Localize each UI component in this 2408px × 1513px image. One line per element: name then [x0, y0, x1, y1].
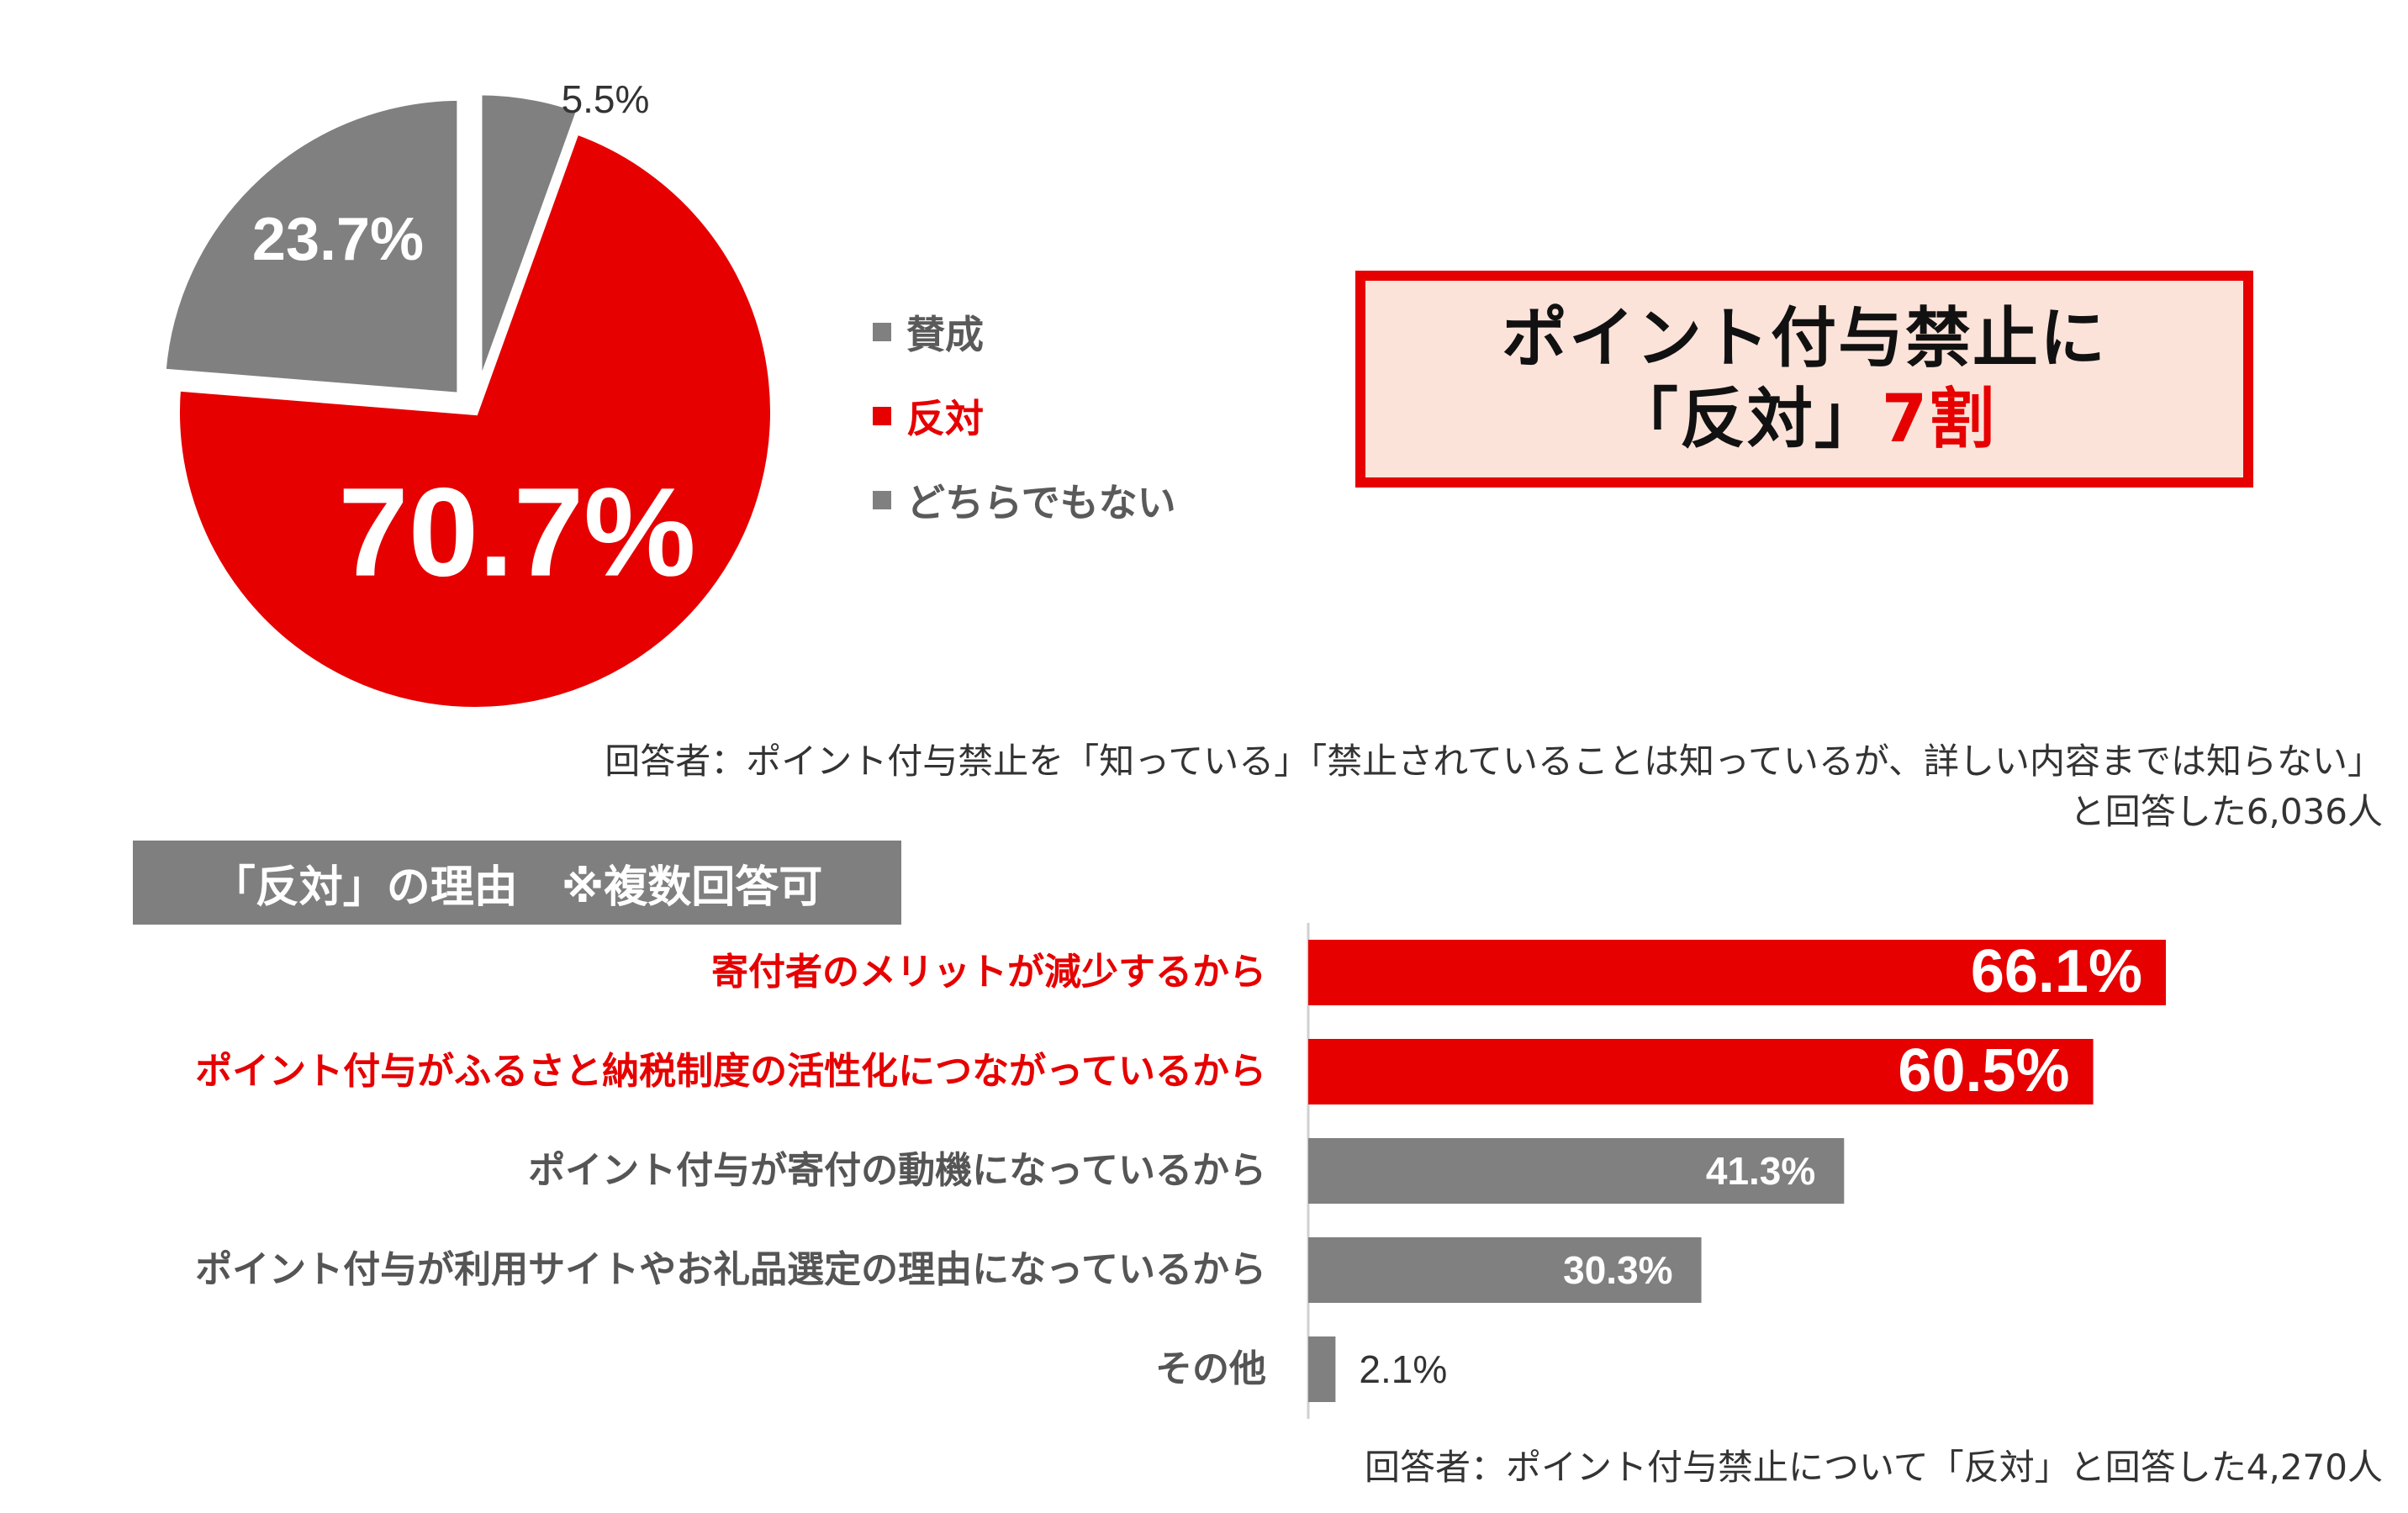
- pie-respondent-note-line1: 回答者：ポイント付与禁止を「知っている」「禁止されていることは知っているが、詳し…: [605, 741, 2383, 782]
- bar-category-label: 寄付者のメリットが減少するから: [711, 951, 1266, 994]
- legend-swatch-oppose: [873, 407, 891, 425]
- bar-category-label: ポイント付与が利用サイトやお礼品選定の理由になっているから: [195, 1248, 1266, 1291]
- bar-value-label: 30.3%: [1563, 1248, 1672, 1292]
- legend-item-neutral: どちらでもない: [873, 472, 1176, 528]
- pie-slice-label: 70.7%: [338, 461, 695, 603]
- legend-swatch-agree: [873, 323, 891, 341]
- headline-box: ポイント付与禁止に 「反対」7割: [1355, 271, 2253, 488]
- headline-line2: 「反対」7割: [1613, 379, 1996, 460]
- headline-line2-prefix: 「反対」: [1612, 382, 1882, 457]
- legend-swatch-neutral: [873, 491, 891, 509]
- pie-chart: 5.5% 70.7% 23.7%: [159, 77, 777, 714]
- bar-value-label: 60.5%: [1898, 1037, 2069, 1104]
- bar: [1308, 1336, 1336, 1402]
- legend-item-agree: 賛成: [873, 304, 984, 360]
- bar: [1308, 1039, 2094, 1104]
- pie-slice-label: 5.5%: [562, 77, 650, 121]
- bar-respondent-note: 回答者：ポイント付与禁止について「反対」と回答した4,270人: [1365, 1447, 2383, 1488]
- pie-slice: [475, 88, 584, 392]
- legend-item-oppose: 反対: [873, 388, 984, 444]
- bar-value-label: 2.1%: [1359, 1347, 1447, 1391]
- bar-category-label: ポイント付与がふるさと納税制度の活性化につながっているから: [195, 1050, 1266, 1093]
- bar: [1308, 1237, 1702, 1303]
- bar: [1308, 940, 2166, 1005]
- legend-label-neutral: どちらでもない: [906, 480, 1176, 525]
- pie-slice-label: 23.7%: [252, 206, 424, 273]
- pie-slice: [173, 126, 777, 714]
- legend-label-agree: 賛成: [906, 312, 984, 357]
- bar: [1308, 1138, 1845, 1204]
- headline-line1: ポイント付与禁止に: [1501, 301, 2107, 377]
- reasons-banner: 「反対」の理由 ※複数回答可: [133, 841, 901, 925]
- bar-category-label: ポイント付与が寄付の動機になっているから: [528, 1149, 1266, 1192]
- bar-value-label: 66.1%: [1971, 938, 2142, 1005]
- headline-accent: 7割: [1881, 382, 1997, 457]
- legend-label-oppose: 反対: [906, 396, 984, 441]
- bar-value-label: 41.3%: [1706, 1149, 1815, 1193]
- bar-category-label: その他: [1155, 1347, 1266, 1390]
- pie-respondent-note-line2: と回答した6,036人: [2069, 791, 2383, 832]
- pie-slice: [159, 93, 464, 400]
